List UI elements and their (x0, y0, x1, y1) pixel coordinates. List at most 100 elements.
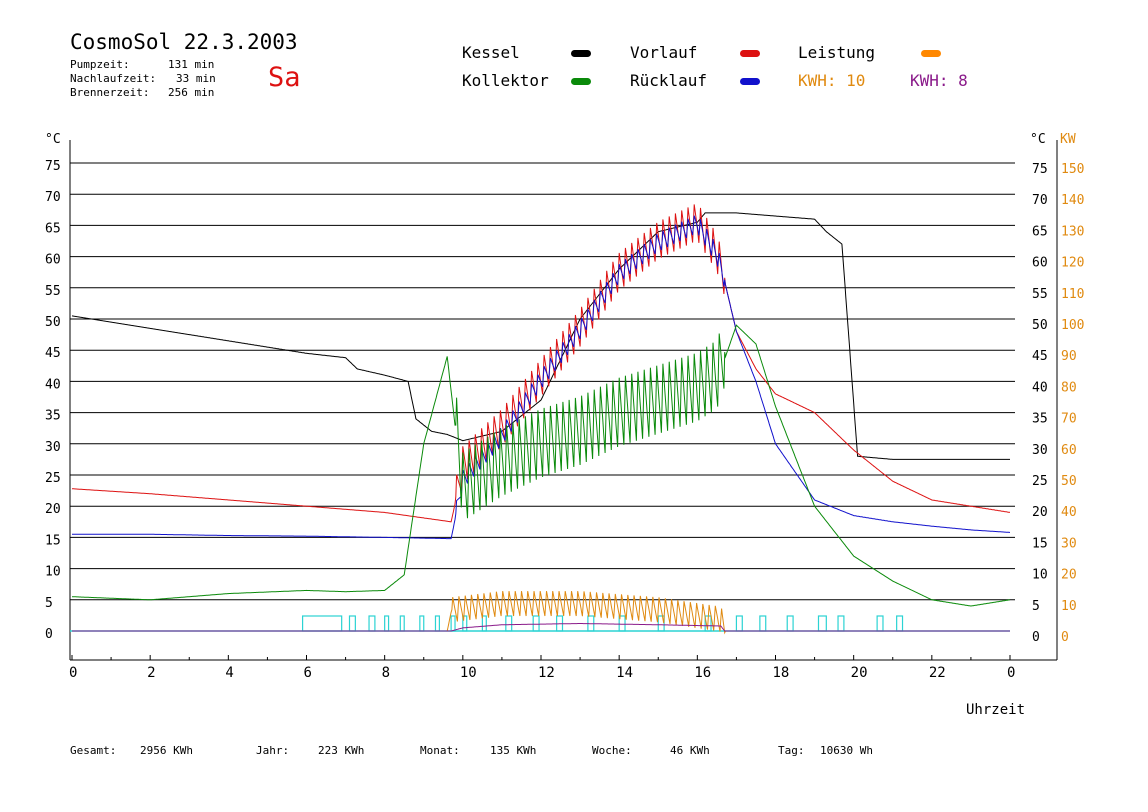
pump-interval-marker (348, 615, 356, 632)
y-tick-label-right: 35 (1032, 412, 1048, 427)
power-axis-label: KW (1060, 132, 1076, 147)
series-kessel-line (71, 212, 1010, 460)
legend-vorlauf-swatch (740, 50, 760, 57)
week-label: Woche: (592, 744, 632, 757)
x-tick-label: 10 (460, 665, 477, 681)
y-tick-label-left: 30 (45, 440, 61, 455)
y-tick-label-left: 20 (45, 502, 61, 517)
y-tick-label-left: 75 (45, 159, 61, 174)
y-tick-label-left: 40 (45, 377, 61, 392)
chart-title: CosmoSol 22.3.2003 (70, 30, 298, 54)
y-tick-label-right: 10 (1032, 568, 1048, 583)
pump-time-label: Pumpzeit: (70, 58, 130, 71)
y-tick-label-right: 45 (1032, 349, 1048, 364)
x-tick-label: 20 (851, 665, 868, 681)
y-tick-label-right: 20 (1032, 505, 1048, 520)
y-tick-label-right: 25 (1032, 474, 1048, 489)
y-tick-label-right: 5 (1032, 599, 1040, 614)
month-value: 135 KWh (490, 744, 537, 757)
total-label: Gesamt: (70, 744, 117, 757)
day-total-label: Tag: (778, 744, 805, 757)
legend-kollektor-swatch (571, 78, 591, 85)
y-axis-label-left: °C (45, 132, 61, 147)
y-tick-label-left: 55 (45, 284, 61, 299)
pump-interval-marker (450, 615, 456, 632)
run-on-time-label: Nachlaufzeit: (70, 72, 157, 85)
pump-interval-marker (481, 615, 487, 632)
power-tick-label: 30 (1061, 536, 1077, 551)
legend-ruecklauf-swatch (740, 78, 760, 85)
power-tick-label: 40 (1061, 505, 1077, 520)
power-tick-label: 120 (1061, 256, 1084, 271)
power-tick-label: 50 (1061, 474, 1077, 489)
run-on-time-value: 33 min (176, 72, 216, 85)
pump-time-value: 131 min (168, 58, 215, 71)
pump-interval-marker (786, 615, 794, 632)
pump-interval-marker (462, 615, 468, 632)
legend-vorlauf-label: Vorlauf (630, 43, 698, 62)
pump-interval-marker (896, 615, 904, 632)
y-tick-label-left: 25 (45, 471, 61, 486)
x-tick-label: 0 (69, 665, 77, 681)
x-tick-label: 22 (929, 665, 946, 681)
y-tick-label-left: 10 (45, 565, 61, 580)
total-value: 2956 KWh (140, 744, 193, 757)
pump-interval-marker (399, 615, 405, 632)
legend-leistung-swatch (921, 50, 941, 57)
y-tick-label-right: 30 (1032, 443, 1048, 458)
y-tick-label-right: 75 (1032, 162, 1048, 177)
power-tick-label: 90 (1061, 349, 1077, 364)
pump-interval-marker (618, 615, 626, 632)
power-tick-label: 110 (1061, 287, 1084, 302)
x-tick-label: 14 (616, 665, 633, 681)
legend-kollektor-label: Kollektor (462, 71, 549, 90)
power-tick-label: 0 (1061, 630, 1069, 645)
pump-interval-marker (434, 615, 440, 632)
y-tick-label-left: 5 (45, 596, 53, 611)
x-tick-label: 16 (694, 665, 711, 681)
power-tick-label: 10 (1061, 599, 1077, 614)
pump-interval-marker (419, 615, 425, 632)
power-tick-label: 80 (1061, 380, 1077, 395)
burner-time-value: 256 min (168, 86, 215, 99)
power-tick-label: 130 (1061, 224, 1084, 239)
year-label: Jahr: (256, 744, 290, 757)
series-leistung-line (72, 591, 1010, 635)
power-tick-label: 150 (1061, 162, 1084, 177)
power-tick-label: 60 (1061, 443, 1077, 458)
x-tick-label: 0 (1007, 665, 1015, 681)
week-value: 46 KWh (670, 744, 710, 757)
y-tick-label-right: 50 (1032, 318, 1048, 333)
series-kwh-line (72, 623, 1010, 632)
y-tick-label-left: 45 (45, 346, 61, 361)
y-tick-label-right: 55 (1032, 287, 1048, 302)
y-tick-label-right: 15 (1032, 536, 1048, 551)
month-label: Monat: (420, 744, 460, 757)
y-tick-label-left: 60 (45, 253, 61, 268)
y-tick-label-right: 65 (1032, 224, 1048, 239)
x-tick-label: 12 (538, 665, 555, 681)
power-tick-label: 20 (1061, 568, 1077, 583)
legend-kwh-solar: KWH: 10 (798, 71, 866, 90)
pump-interval-marker (368, 615, 376, 632)
pump-interval-marker (301, 615, 343, 632)
x-tick-label: 2 (147, 665, 155, 681)
series-rcklauf-line (72, 215, 1010, 540)
y-tick-label-right: 0 (1032, 630, 1040, 645)
y-tick-label-left: 65 (45, 221, 61, 236)
y-tick-label-left: 70 (45, 190, 61, 205)
legend-leistung-label: Leistung (798, 43, 876, 62)
pump-interval-marker (735, 615, 743, 632)
legend-kessel-label: Kessel (462, 43, 520, 62)
pump-interval-marker (876, 615, 884, 632)
legend-kwh-burner: KWH: 8 (910, 71, 968, 90)
power-tick-label: 100 (1061, 318, 1084, 333)
legend-ruecklauf-label: Rücklauf (630, 71, 708, 90)
y-tick-label-right: 70 (1032, 193, 1048, 208)
x-axis-label: Uhrzeit (966, 702, 1025, 718)
pump-interval-marker (505, 615, 513, 632)
weekday-label: Sa (268, 62, 301, 93)
y-tick-label-right: 40 (1032, 380, 1048, 395)
y-tick-label-left: 35 (45, 409, 61, 424)
